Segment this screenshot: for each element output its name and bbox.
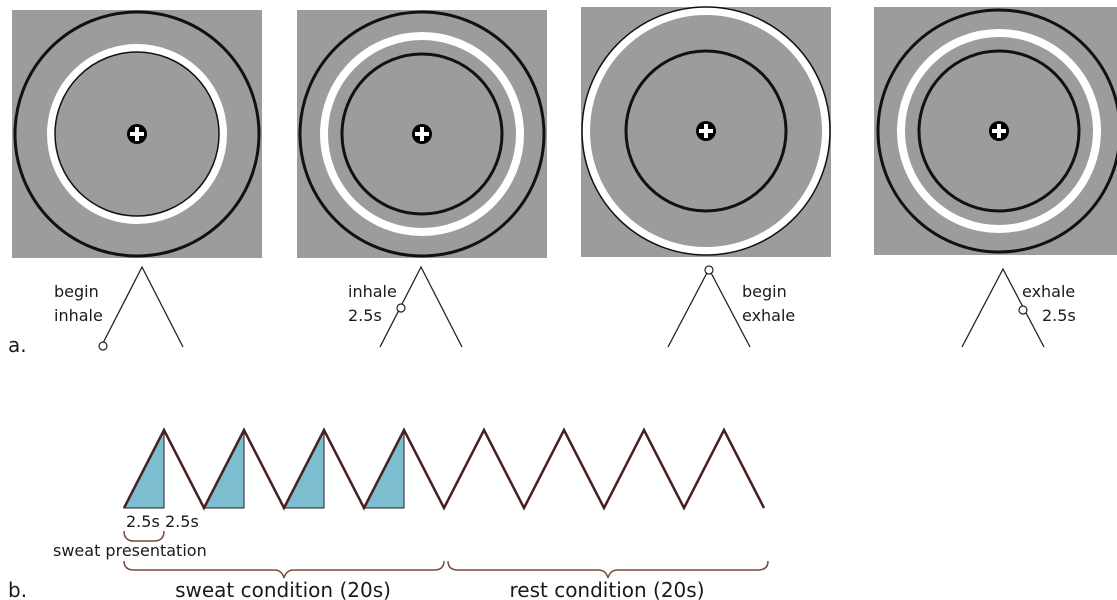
- breath-indicator-1: [98, 265, 184, 351]
- phase-marker: [98, 341, 108, 351]
- white-ring: [47, 44, 227, 224]
- breathing-waveform: [122, 427, 766, 511]
- panel-a-letter: a.: [8, 333, 27, 357]
- stage-1-label-line2: inhale: [54, 306, 103, 325]
- stage-1-label-line1: begin: [54, 282, 99, 301]
- outer-circle: [876, 8, 1117, 254]
- phase-marker: [1018, 305, 1028, 315]
- rest-condition-label: rest condition (20s): [509, 578, 704, 600]
- breath-indicator-2: [379, 265, 463, 348]
- rest-condition-brace: [447, 560, 769, 579]
- stage-4-label-line2: 2.5s: [1042, 306, 1076, 325]
- duration-label-second: 2.5s: [165, 512, 199, 531]
- stage-4-label-line1: exhale: [1022, 282, 1075, 301]
- inner-circle: [54, 51, 220, 217]
- inner-circle: [624, 49, 788, 213]
- white-ring: [582, 7, 830, 255]
- sweat-condition-label: sweat condition (20s): [175, 578, 391, 600]
- duration-label-first: 2.5s: [126, 512, 160, 531]
- fixation-cross-icon: [989, 121, 1009, 141]
- breath-indicator-3: [667, 265, 751, 348]
- outer-circle: [298, 10, 546, 258]
- stage-3-label-line1: begin: [742, 282, 787, 301]
- fixation-cross-icon: [412, 124, 432, 144]
- sweat-condition-brace: [123, 560, 445, 579]
- sweat-presentation-label: sweat presentation: [53, 541, 207, 560]
- phase-marker: [396, 303, 406, 313]
- phase-marker: [704, 265, 714, 275]
- stimulus-frame-4: [874, 7, 1117, 255]
- white-ring: [897, 29, 1101, 233]
- fixation-cross-icon: [696, 121, 716, 141]
- white-ring: [320, 32, 524, 236]
- outer-circle: [581, 6, 831, 256]
- sweat-presentation-brace: [123, 530, 165, 542]
- inner-circle: [917, 49, 1081, 213]
- panel-b: 2.5s 2.5s sweat presentation sweat condi…: [8, 427, 769, 600]
- stimulus-frame-2: [297, 10, 547, 258]
- stage-2-label-line2: 2.5s: [348, 306, 382, 325]
- stimulus-frame-1: [12, 10, 262, 258]
- panel-b-letter: b.: [8, 578, 27, 600]
- stage-3-label-line2: exhale: [742, 306, 795, 325]
- stage-2-label-line1: inhale: [348, 282, 397, 301]
- stimulus-frame-3: [581, 6, 831, 257]
- outer-circle: [13, 10, 261, 258]
- inner-circle: [340, 52, 504, 216]
- breath-indicator-4: [961, 267, 1045, 348]
- fixation-cross-icon: [127, 124, 147, 144]
- panel-a: begin inhale inhale 2.5s begin exhale ex…: [8, 6, 1117, 357]
